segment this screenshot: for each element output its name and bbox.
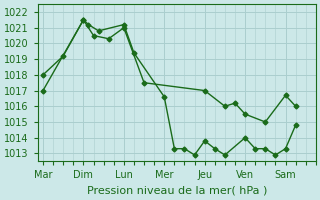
X-axis label: Pression niveau de la mer( hPa ): Pression niveau de la mer( hPa ) (87, 186, 267, 196)
